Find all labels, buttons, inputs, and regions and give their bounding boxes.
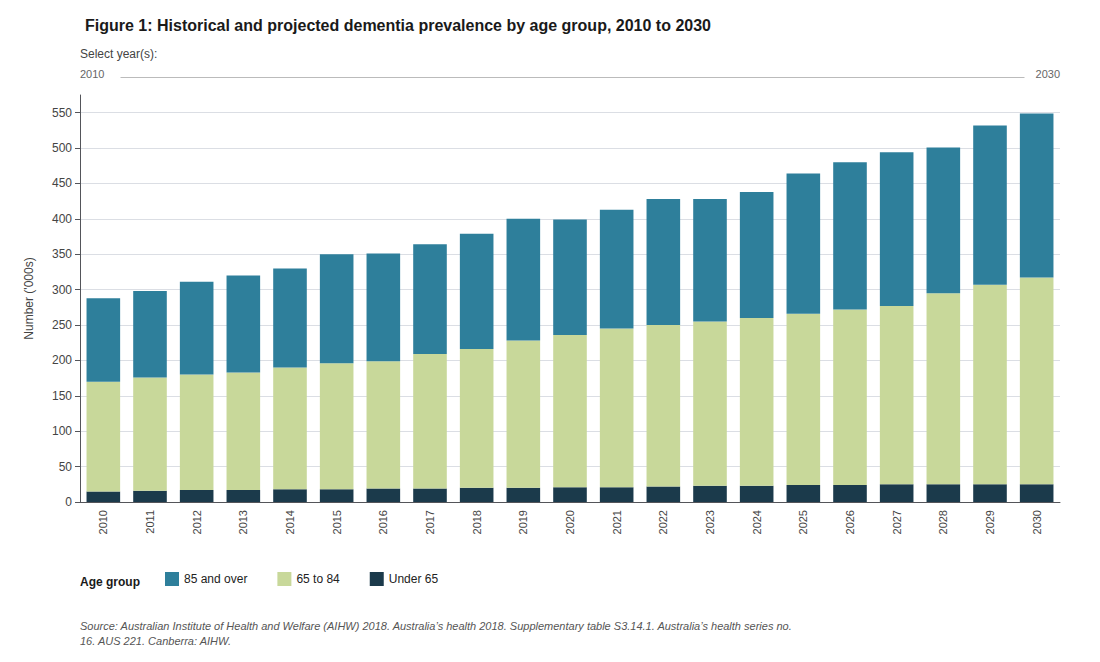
svg-text:65 to 84: 65 to 84 — [296, 572, 340, 586]
svg-text:2015: 2015 — [331, 510, 343, 534]
svg-text:300: 300 — [52, 283, 72, 297]
svg-text:2030: 2030 — [1036, 68, 1060, 80]
svg-text:2018: 2018 — [471, 510, 483, 534]
svg-text:2029: 2029 — [984, 510, 996, 534]
svg-text:Source: Australian Institute o: Source: Australian Institute of Health a… — [80, 620, 792, 632]
svg-text:Under 65: Under 65 — [389, 572, 439, 586]
svg-text:2013: 2013 — [237, 510, 249, 534]
svg-text:2025: 2025 — [797, 510, 809, 534]
svg-text:2028: 2028 — [937, 510, 949, 534]
svg-text:2030: 2030 — [1031, 510, 1043, 534]
svg-text:2026: 2026 — [844, 510, 856, 534]
svg-text:50: 50 — [59, 460, 73, 474]
svg-text:2023: 2023 — [704, 510, 716, 534]
svg-text:16. AUS 221. Canberra: AIHW.: 16. AUS 221. Canberra: AIHW. — [80, 635, 231, 647]
svg-text:2010: 2010 — [97, 510, 109, 534]
svg-text:2019: 2019 — [517, 510, 529, 534]
svg-text:2012: 2012 — [191, 510, 203, 534]
svg-text:2021: 2021 — [611, 510, 623, 534]
svg-text:Number ('000s): Number ('000s) — [22, 257, 36, 339]
svg-text:2027: 2027 — [891, 510, 903, 534]
svg-text:250: 250 — [52, 318, 72, 332]
svg-text:Select year(s):: Select year(s): — [80, 47, 157, 61]
svg-text:2024: 2024 — [751, 510, 763, 534]
svg-text:2010: 2010 — [80, 68, 104, 80]
svg-text:2011: 2011 — [144, 510, 156, 534]
svg-text:0: 0 — [65, 495, 72, 509]
svg-text:200: 200 — [52, 353, 72, 367]
svg-text:2017: 2017 — [424, 510, 436, 534]
svg-text:85 and over: 85 and over — [184, 572, 247, 586]
svg-text:100: 100 — [52, 424, 72, 438]
svg-text:2016: 2016 — [377, 510, 389, 534]
svg-text:550: 550 — [52, 106, 72, 120]
svg-text:350: 350 — [52, 247, 72, 261]
svg-text:450: 450 — [52, 176, 72, 190]
svg-text:Figure 1: Historical and proje: Figure 1: Historical and projected demen… — [85, 17, 711, 34]
svg-text:500: 500 — [52, 141, 72, 155]
svg-text:150: 150 — [52, 389, 72, 403]
svg-text:2014: 2014 — [284, 510, 296, 534]
svg-text:Age group: Age group — [80, 575, 140, 589]
svg-text:2020: 2020 — [564, 510, 576, 534]
svg-text:2022: 2022 — [657, 510, 669, 534]
svg-text:400: 400 — [52, 212, 72, 226]
